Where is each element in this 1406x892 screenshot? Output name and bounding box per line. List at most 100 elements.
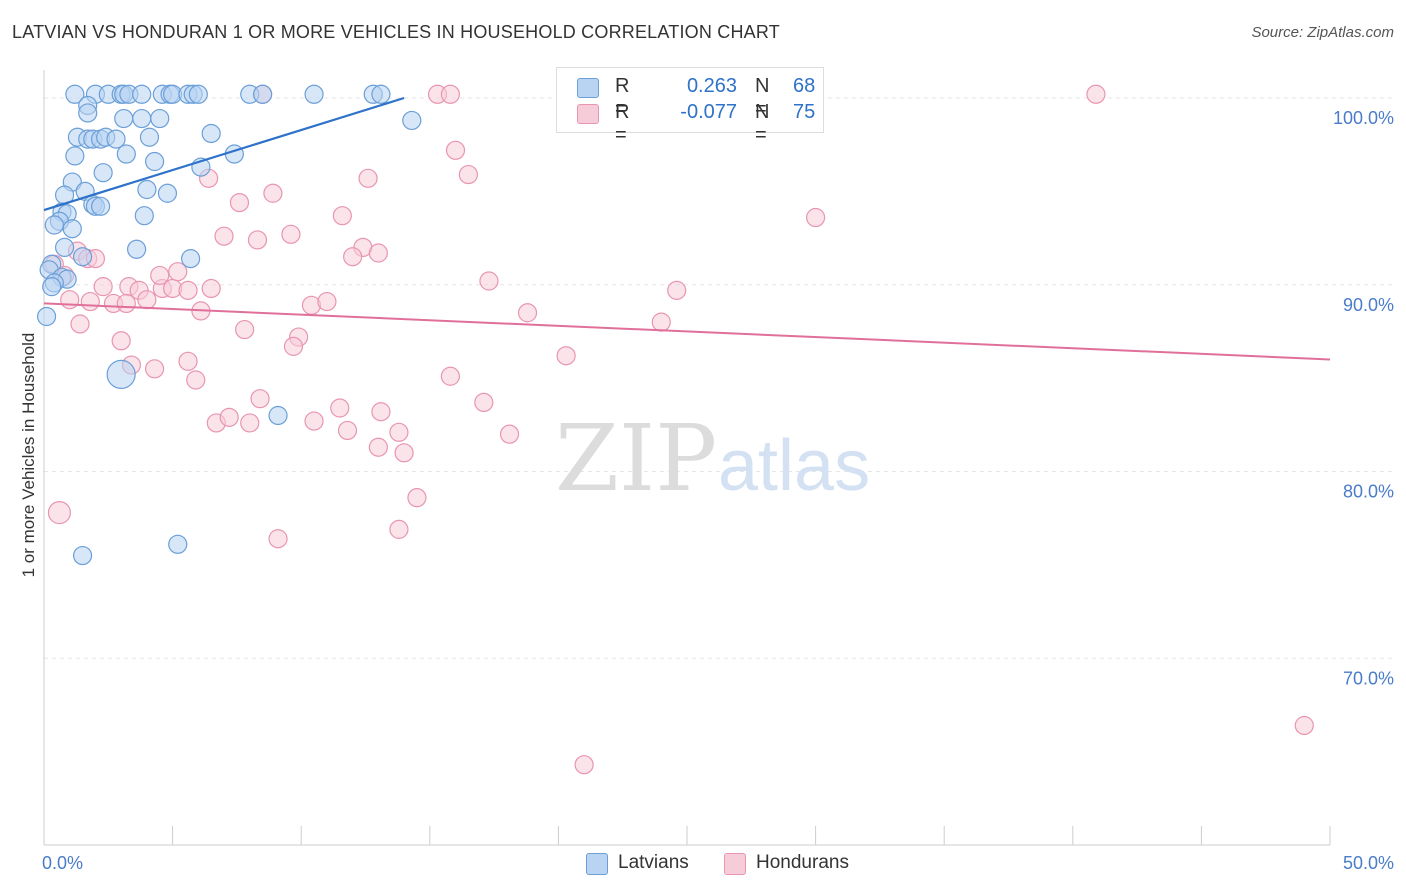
honduran-point bbox=[407, 488, 427, 508]
honduran-r-value: -0.077 bbox=[680, 101, 737, 123]
x-tick-label-min: 0.0% bbox=[42, 853, 83, 873]
latvian-point bbox=[402, 110, 422, 131]
honduran-point bbox=[47, 500, 72, 525]
y-tick-label: 80.0% bbox=[1343, 482, 1394, 502]
latvian-point bbox=[144, 151, 165, 172]
honduran-point bbox=[219, 407, 239, 427]
honduran-point bbox=[250, 389, 270, 409]
latvian-point bbox=[126, 239, 147, 259]
honduran-point bbox=[60, 290, 80, 310]
honduran-point bbox=[70, 314, 90, 334]
honduran-point bbox=[368, 243, 388, 263]
honduran-point bbox=[574, 755, 594, 775]
latvian-point bbox=[253, 84, 273, 104]
honduran-point bbox=[178, 351, 198, 371]
honduran-point bbox=[479, 271, 499, 291]
latvian-point bbox=[65, 84, 85, 104]
honduran-point bbox=[201, 278, 221, 299]
latvian-point bbox=[90, 196, 111, 216]
honduran-point bbox=[111, 331, 131, 351]
latvian-point bbox=[371, 84, 391, 104]
latvian-point bbox=[150, 108, 170, 129]
latvian-point bbox=[54, 237, 75, 258]
honduran-point bbox=[214, 226, 234, 246]
honduran-point bbox=[281, 224, 301, 244]
honduran-legend-swatch bbox=[724, 853, 746, 875]
honduran-point bbox=[474, 392, 494, 413]
n-label: N = bbox=[755, 75, 770, 120]
honduran-point bbox=[440, 84, 460, 104]
latvian-point bbox=[137, 179, 157, 200]
honduran-point bbox=[371, 402, 391, 422]
honduran-point bbox=[667, 280, 687, 300]
latvian-point bbox=[134, 206, 154, 226]
gridlines bbox=[44, 97, 1395, 659]
latvian-legend-label: Latvians bbox=[618, 852, 689, 873]
y-tick-label: 100.0% bbox=[1333, 108, 1394, 128]
honduran-point bbox=[178, 280, 198, 300]
honduran-point bbox=[445, 140, 466, 160]
honduran-point bbox=[332, 206, 352, 226]
r-label: R = bbox=[615, 101, 630, 146]
honduran-point bbox=[186, 370, 206, 390]
honduran-point bbox=[343, 247, 363, 267]
honduran-point bbox=[317, 291, 337, 312]
latvian-point bbox=[181, 249, 201, 269]
correlation-legend: R = 0.263 N = 68 R = -0.077 N = 75 bbox=[556, 67, 824, 146]
latvian-point bbox=[304, 84, 324, 104]
latvian-point bbox=[78, 103, 98, 123]
y-axis-label: 1 or more Vehicles in Household bbox=[19, 332, 38, 578]
honduran-point bbox=[263, 183, 283, 203]
latvian-point bbox=[157, 183, 178, 203]
r-label: R = bbox=[615, 75, 630, 120]
honduran-point bbox=[235, 319, 255, 340]
latvian-point bbox=[188, 84, 208, 104]
axes bbox=[43, 70, 1331, 846]
honduran-point bbox=[805, 207, 826, 228]
honduran-point bbox=[358, 168, 378, 188]
latvian-r-value: 0.263 bbox=[686, 75, 737, 97]
latvian-point bbox=[132, 84, 152, 104]
honduran-point bbox=[440, 366, 460, 386]
honduran-point bbox=[499, 424, 520, 444]
honduran-point bbox=[116, 293, 136, 314]
y-tick-label: 70.0% bbox=[1343, 668, 1394, 688]
honduran-point bbox=[517, 303, 538, 323]
honduran-n-value: 75 bbox=[793, 101, 816, 123]
latvian-point bbox=[106, 359, 136, 389]
honduran-point bbox=[368, 437, 388, 457]
latvian-point bbox=[72, 545, 93, 566]
honduran-point bbox=[268, 529, 288, 549]
honduran-point bbox=[229, 192, 250, 213]
latvian-point bbox=[114, 108, 134, 129]
honduran-point bbox=[283, 336, 304, 356]
latvian-point bbox=[62, 219, 82, 239]
honduran-point bbox=[1294, 715, 1314, 736]
honduran-points bbox=[44, 84, 1314, 775]
latvian-point bbox=[65, 146, 85, 166]
honduran-point bbox=[144, 359, 165, 379]
honduran-point bbox=[137, 290, 157, 310]
honduran-point bbox=[1086, 84, 1106, 104]
latvian-point bbox=[93, 163, 113, 183]
y-tick-label: 90.0% bbox=[1343, 295, 1394, 315]
honduran-point bbox=[168, 262, 188, 282]
honduran-point bbox=[150, 265, 170, 286]
latvian-n-value: 68 bbox=[793, 75, 816, 97]
honduran-point bbox=[394, 443, 414, 463]
x-tick-label-max: 50.0% bbox=[1343, 853, 1394, 873]
honduran-swatch bbox=[577, 104, 599, 124]
latvian-swatch bbox=[577, 78, 599, 98]
latvian-point bbox=[168, 534, 188, 554]
honduran-legend-label: Hondurans bbox=[756, 852, 849, 873]
latvian-point bbox=[132, 108, 152, 129]
latvian-points bbox=[36, 84, 422, 566]
latvian-point bbox=[42, 277, 62, 297]
trend-lines bbox=[43, 96, 1331, 361]
latvian-point bbox=[201, 123, 221, 144]
tick-labels: 70.0% 80.0% 90.0% 100.0% 0.0% 50.0% bbox=[42, 108, 1394, 873]
honduran-point bbox=[330, 398, 350, 418]
honduran-point bbox=[80, 291, 100, 312]
n-label: N = bbox=[755, 101, 770, 146]
